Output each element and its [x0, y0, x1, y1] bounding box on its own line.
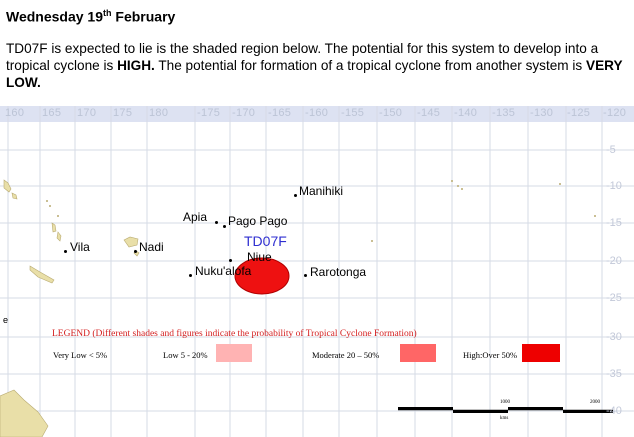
lon-label: -135 — [492, 107, 516, 119]
place-manihiki: Manihiki — [299, 184, 344, 198]
scale-label-1000: 1000 — [500, 400, 510, 405]
lon-label: -120 — [603, 107, 627, 119]
place-pago-pago: Pago Pago — [228, 214, 288, 228]
lon-label: 160 — [5, 107, 25, 119]
nukualofa-marker — [189, 274, 192, 277]
scale-label-2000: 2000 — [590, 400, 600, 405]
lon-label: -170 — [232, 107, 256, 119]
lat-label: -20 — [606, 255, 622, 267]
date-suffix: th — [103, 8, 112, 18]
lat-label: -5 — [606, 144, 616, 156]
td07f-high-probability-area — [234, 257, 290, 295]
lon-label: -130 — [530, 107, 554, 119]
apia-marker — [215, 221, 218, 224]
lon-label: -175 — [197, 107, 221, 119]
scale-label-kms: kms — [500, 416, 509, 421]
legend-title: LEGEND (Different shades and figures ind… — [52, 329, 417, 339]
legend-swatch-low — [216, 344, 252, 362]
lon-label: -145 — [417, 107, 441, 119]
niue-marker — [229, 259, 232, 262]
lon-label: 180 — [149, 107, 169, 119]
pago-pago-marker — [223, 225, 226, 228]
outlook-text-2: The potential for formation of a tropica… — [154, 58, 586, 73]
lat-label: -25 — [606, 292, 622, 304]
lon-label: -160 — [305, 107, 329, 119]
island-new-caledonia — [29, 265, 55, 284]
lat-label: -15 — [606, 217, 622, 229]
place-rarotonga: Rarotonga — [310, 265, 367, 279]
potential-very-low: VERY LOW. — [6, 58, 623, 90]
lon-label: 170 — [77, 107, 97, 119]
nadi-marker — [134, 250, 137, 253]
island-fiji — [123, 236, 139, 248]
lon-label: 165 — [42, 107, 62, 119]
land-masses — [0, 179, 140, 437]
lon-label: -165 — [268, 107, 292, 119]
scale-bar — [398, 407, 613, 413]
potential-high: HIGH. — [117, 58, 155, 73]
legend-low: Low 5 - 20% — [163, 350, 208, 360]
map-graphics — [0, 106, 634, 437]
system-label-td07f: TD07F — [244, 233, 287, 249]
island-vanuatu — [56, 231, 62, 242]
island-small — [11, 192, 18, 200]
lon-label: -150 — [379, 107, 403, 119]
place-niue: Niue — [247, 250, 272, 264]
place-nadi: Nadi — [139, 240, 164, 254]
place-nukualofa: Nuku'alofa — [195, 264, 252, 278]
lon-label: -125 — [567, 107, 591, 119]
date-text: Wednesday 19 — [6, 8, 104, 25]
map-grid — [0, 106, 634, 437]
legend-very-low: Very Low < 5% — [53, 350, 108, 360]
map-header-band — [0, 106, 634, 122]
lon-label: -140 — [454, 107, 478, 119]
legend-swatch-high — [522, 344, 560, 362]
manihiki-marker — [294, 194, 297, 197]
lat-label: -35 — [606, 368, 622, 380]
outlook-text-1: TD07F is expected to lie is the shaded r… — [6, 41, 599, 73]
rarotonga-marker — [304, 274, 307, 277]
island-solomons — [3, 179, 12, 193]
atolls — [46, 180, 596, 242]
forecast-map: 160 165 170 175 180 -175 -170 -165 -160 … — [0, 106, 634, 437]
lat-label: -40 — [606, 405, 622, 417]
lon-label: -155 — [341, 107, 365, 119]
lon-label: 175 — [113, 107, 133, 119]
vila-marker — [64, 250, 67, 253]
forecast-date-heading: Wednesday 19th February — [6, 8, 175, 25]
island-vanuatu-north — [51, 222, 57, 233]
outlook-paragraph: TD07F is expected to lie is the shaded r… — [6, 40, 632, 91]
place-apia: Apia — [183, 210, 208, 224]
lat-label: -10 — [606, 180, 622, 192]
lat-label: -30 — [606, 331, 622, 343]
month-text: February — [111, 8, 176, 25]
land-new-zealand — [0, 389, 49, 437]
edge-mark: e — [3, 315, 9, 325]
legend-swatch-moderate — [400, 344, 436, 362]
legend-high: High:Over 50% — [463, 350, 518, 360]
place-vila: Vila — [70, 240, 90, 254]
legend-moderate: Moderate 20 – 50% — [312, 350, 380, 360]
